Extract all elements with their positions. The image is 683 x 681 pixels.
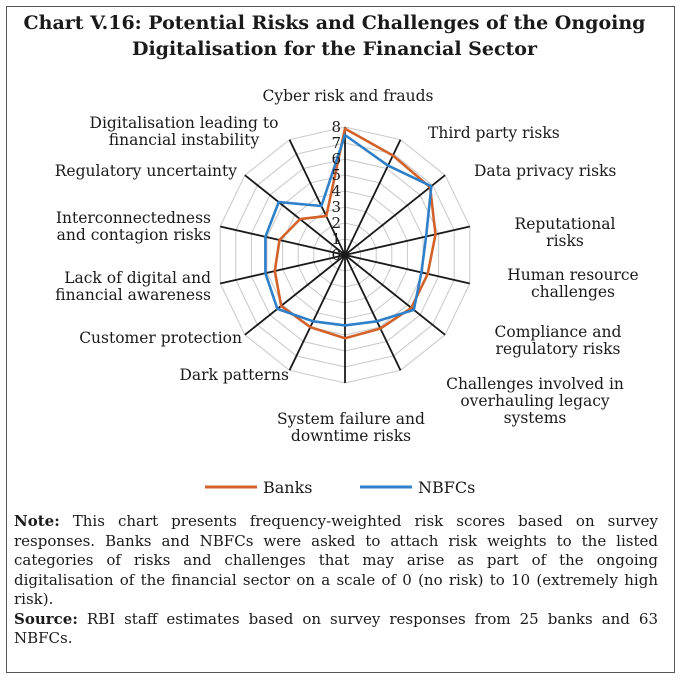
spoke-9: [288, 254, 346, 371]
category-label-8: System failure and downtime risks: [277, 410, 425, 445]
category-label-1: Cyber risk and frauds: [262, 87, 433, 105]
spoke-5: [344, 254, 471, 285]
category-label-10: Customer protection: [79, 329, 242, 347]
tick-label-7: 7: [331, 134, 341, 152]
spoke-13: [244, 174, 346, 256]
category-label-4: Reputational risks: [515, 215, 616, 250]
spoke-2: [344, 139, 402, 256]
radar-spokes: [219, 127, 471, 383]
spoke-6: [344, 254, 446, 336]
category-label-11: Lack of digital and financial awareness: [55, 269, 211, 304]
category-label-5: Human resource challenges: [507, 266, 638, 301]
category-label-13: Regulatory uncertainty: [55, 162, 237, 180]
series-line-banks: [273, 127, 437, 340]
tick-label-3: 3: [331, 198, 341, 216]
spoke-11: [219, 254, 346, 285]
tick-label-4: 4: [331, 182, 341, 200]
source-text: RBI staff estimates based on survey resp…: [14, 609, 658, 648]
category-label-9: Dark patterns: [179, 366, 289, 384]
note-text: This chart presents frequency-weighted r…: [14, 512, 658, 608]
category-label-6: Compliance and regulatory risks: [495, 323, 622, 358]
series-line-nbfcs: [264, 133, 433, 327]
radar-series: [264, 127, 437, 340]
source-paragraph: Source: RBI staff estimates based on sur…: [14, 610, 658, 649]
chart-title-line-2: Digitalisation for the Financial Sector: [131, 38, 537, 60]
tick-label-8: 8: [331, 118, 341, 136]
chart-title-line-1: Chart V.16: Potential Risks and Challeng…: [23, 12, 646, 34]
chart-frame: [6, 6, 675, 673]
chart-title: Chart V.16: Potential Risks and Challeng…: [0, 10, 669, 62]
chart-notes: Note: This chart presents frequency-weig…: [14, 512, 658, 649]
tick-label-1: 1: [331, 230, 341, 248]
note-paragraph: Note: This chart presents frequency-weig…: [14, 512, 658, 610]
legend-label-banks: Banks: [263, 478, 313, 497]
radar-category-labels: Cyber risk and frauds Third party risks Da…: [55, 87, 639, 445]
tick-label-0: 0: [331, 246, 341, 264]
note-label: Note:: [14, 512, 60, 530]
tick-label-5: 5: [331, 166, 341, 184]
spoke-14: [288, 139, 346, 256]
category-label-2: Third party risks: [428, 124, 560, 142]
tick-label-2: 2: [331, 214, 341, 232]
spoke-7: [344, 254, 402, 371]
source-label: Source:: [14, 609, 78, 628]
legend-label-nbfcs: NBFCs: [418, 478, 475, 497]
category-label-7: Challenges involved in overhauling legacy…: [446, 375, 624, 427]
spoke-10: [244, 254, 346, 336]
category-label-12: Interconnectedness and contagion risks: [56, 209, 211, 244]
spoke-3: [344, 174, 446, 256]
chart-legend: Banks NBFCs: [205, 478, 475, 497]
category-label-3: Data privacy risks: [474, 162, 616, 180]
category-label-14: Digitalisation leading to financial insta…: [90, 114, 279, 149]
tick-label-6: 6: [331, 150, 341, 168]
spoke-12: [219, 225, 346, 256]
spoke-4: [344, 225, 471, 256]
